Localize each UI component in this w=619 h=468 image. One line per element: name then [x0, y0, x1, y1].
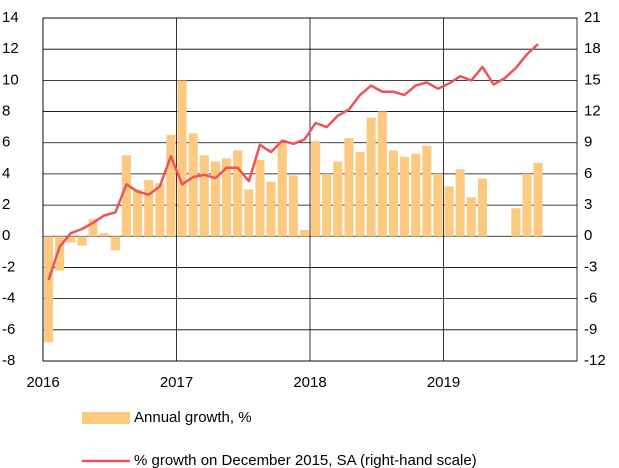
x-tick-label: 2016 — [26, 374, 59, 391]
bar — [433, 173, 443, 237]
bar — [277, 142, 287, 237]
y2-tick-label: 21 — [584, 9, 601, 26]
bar — [44, 236, 54, 343]
bar — [77, 236, 87, 246]
legend-swatch — [82, 412, 130, 424]
y2-tick-label: 9 — [584, 134, 592, 151]
bar — [110, 236, 120, 251]
bar — [233, 150, 243, 237]
bar — [255, 159, 265, 237]
bar — [299, 230, 309, 237]
bar — [333, 161, 343, 237]
bar — [66, 236, 76, 243]
y2-tick-label: 12 — [584, 103, 601, 120]
bar — [266, 181, 276, 237]
y-tick-label: 6 — [2, 134, 10, 151]
bar — [533, 162, 543, 237]
bar — [132, 189, 143, 237]
bar — [244, 189, 254, 237]
y-tick-label: 4 — [2, 165, 10, 182]
bar — [399, 156, 410, 237]
bar — [511, 208, 521, 237]
y2-tick-label: 0 — [584, 227, 592, 244]
y-tick-label: -4 — [2, 290, 15, 307]
bar — [222, 158, 232, 237]
bar — [455, 169, 465, 237]
bar — [311, 141, 321, 237]
bar — [177, 80, 187, 237]
bar — [344, 138, 354, 237]
x-tick-label: 2019 — [427, 374, 460, 391]
y2-tick-label: -9 — [584, 321, 597, 338]
y-tick-label: -2 — [2, 258, 15, 275]
bar — [466, 197, 476, 237]
bar — [355, 152, 365, 237]
bar — [422, 145, 432, 237]
y2-tick-label: 15 — [584, 71, 601, 88]
bar — [444, 186, 454, 237]
y-tick-label: 10 — [2, 71, 19, 88]
bar — [99, 233, 109, 237]
bar — [210, 161, 221, 237]
y2-tick-label: -6 — [584, 290, 597, 307]
y-tick-label: 0 — [2, 227, 10, 244]
bar — [388, 150, 398, 237]
y-tick-label: -6 — [2, 321, 15, 338]
y-tick-label: 14 — [2, 9, 19, 26]
bar — [366, 117, 376, 237]
bar — [322, 173, 332, 237]
bar — [166, 134, 176, 237]
bar — [288, 175, 298, 237]
legend-label: Annual growth, % — [134, 409, 252, 426]
y-tick-label: 8 — [2, 103, 10, 120]
y2-tick-label: -3 — [584, 258, 597, 275]
y2-tick-label: 3 — [584, 196, 592, 213]
plot-frame — [42, 17, 578, 362]
bar — [121, 155, 131, 237]
bar — [477, 178, 488, 237]
y-tick-label: 12 — [2, 40, 19, 57]
y2-tick-label: 6 — [584, 165, 592, 182]
bar — [188, 133, 198, 237]
bar — [522, 173, 532, 237]
y-tick-label: -8 — [2, 352, 15, 369]
x-tick-label: 2017 — [160, 374, 193, 391]
y-tick-label: 2 — [2, 196, 10, 213]
bar — [88, 219, 98, 237]
bar — [199, 155, 209, 237]
legend-label: % growth on December 2015, SA (right-han… — [134, 452, 477, 468]
y2-tick-label: 18 — [584, 40, 601, 57]
line-series — [47, 43, 539, 281]
bar — [155, 183, 165, 237]
bar — [411, 153, 421, 237]
bar — [55, 236, 65, 271]
bar — [144, 180, 154, 237]
bar — [377, 111, 387, 237]
x-tick-label: 2018 — [293, 374, 326, 391]
y2-tick-label: -12 — [584, 352, 606, 369]
